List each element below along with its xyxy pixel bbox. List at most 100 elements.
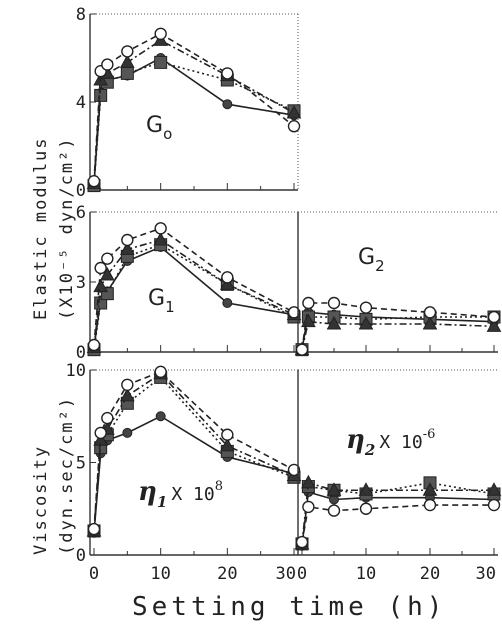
series-1 [87, 370, 301, 538]
point-open-circle [302, 500, 315, 514]
point-open-circle [487, 498, 501, 512]
point-triangle [119, 241, 135, 255]
point-open-circle [154, 27, 167, 40]
point-open-circle [359, 502, 373, 515]
panel-viscosity-eta2: 0 10 20 30 η2 X 10-6 [294, 369, 502, 584]
x-tick-label: 30 [476, 564, 496, 584]
x-tick-label: 10 [356, 564, 376, 584]
point-open-circle [101, 411, 114, 425]
point-filled-circle [155, 411, 166, 422]
point-triangle [301, 474, 316, 489]
x-tick-label: 30 [276, 564, 296, 584]
y-tick-label: 0 [76, 546, 86, 566]
ylabel-elastic-line1: Elastic modulus [31, 136, 51, 320]
series-line [301, 482, 495, 544]
panel-label: Go [146, 113, 172, 143]
point-open-circle [154, 222, 167, 235]
point-triangle [422, 315, 438, 330]
point-open-circle [221, 271, 234, 284]
point-open-circle [295, 343, 309, 356]
point-open-circle [94, 426, 107, 440]
point-open-circle [287, 119, 301, 133]
panel-label: G1 [148, 286, 175, 316]
y-tick-label: 8 [76, 5, 86, 25]
ylabel-viscosity-line2: (dyn.sec/cm²) [57, 396, 77, 555]
point-triangle [358, 315, 374, 330]
point-triangle [486, 482, 502, 496]
point-open-circle [287, 306, 301, 319]
point-triangle [99, 266, 115, 281]
panel-label: η1 X 108 [138, 477, 223, 511]
point-open-circle [121, 45, 134, 58]
point-open-circle [87, 522, 101, 536]
point-triangle [119, 387, 135, 402]
panel-label: η2 X 10-6 [346, 425, 435, 459]
y-tick-label: 5 [76, 454, 86, 474]
point-triangle [358, 482, 374, 496]
series-1 [87, 238, 301, 357]
point-triangle [301, 313, 316, 328]
series-2 [86, 231, 302, 353]
point-open-circle [487, 310, 501, 324]
point-triangle [422, 482, 438, 496]
y-tick-label: 0 [76, 343, 86, 363]
point-triangle [119, 54, 135, 68]
series-0 [89, 411, 299, 538]
point-open-circle [423, 306, 437, 319]
point-open-circle [154, 365, 167, 379]
panel-viscosity-eta1: 0 5 10 0 10 20 30 η1 X 108 [66, 361, 302, 584]
series-3 [295, 498, 501, 549]
point-triangle [486, 318, 502, 332]
point-open-circle [295, 535, 309, 549]
point-open-circle [327, 504, 341, 517]
panel-elastic-g2: G2 [294, 211, 502, 357]
point-open-circle [287, 463, 301, 477]
point-open-circle [359, 301, 373, 314]
point-filled-circle [222, 99, 233, 110]
series-line [301, 481, 494, 544]
ylabel-elastic-line2: (X10⁻⁵ dyn/cm²) [57, 136, 77, 320]
point-open-circle [221, 428, 234, 441]
y-tick-label: 6 [76, 203, 86, 223]
series-0 [297, 487, 499, 551]
point-open-circle [87, 338, 101, 352]
series-3 [87, 27, 301, 188]
x-tick-label: 10 [150, 564, 170, 584]
ylabel-viscosity-line1: Viscosity [31, 445, 51, 555]
panel-elastic-g1: 0 3 6 G1 [76, 203, 302, 363]
point-triangle [326, 315, 342, 330]
series-line [93, 227, 295, 346]
y-tick-label: 10 [66, 361, 86, 381]
point-triangle [219, 437, 235, 452]
point-triangle [286, 104, 302, 119]
point-triangle [153, 231, 169, 246]
x-tick-label: 20 [420, 564, 440, 584]
point-open-circle [327, 296, 341, 310]
y-tick-label: 0 [76, 181, 86, 201]
point-open-circle [101, 252, 114, 265]
series-3 [87, 222, 301, 352]
point-square [154, 55, 168, 69]
x-tick-label: 20 [217, 564, 237, 584]
point-open-circle [302, 296, 315, 310]
point-open-circle [221, 67, 234, 80]
x-axis-label: Setting time (h) [132, 592, 446, 622]
point-square [120, 66, 134, 80]
series-3 [295, 296, 501, 356]
y-tick-label: 3 [76, 273, 86, 293]
series-line [301, 316, 494, 350]
point-triangle [326, 482, 342, 496]
point-triangle [93, 278, 109, 293]
point-filled-circle [122, 427, 133, 438]
x-tick-label: 0 [89, 564, 99, 584]
series-2 [86, 365, 302, 537]
point-open-circle [87, 174, 101, 188]
point-open-circle [121, 233, 134, 247]
panel-elastic-g0: 0 4 8 Go [76, 5, 302, 201]
point-open-circle [423, 498, 437, 512]
point-filled-circle [222, 298, 233, 308]
series-line [301, 320, 495, 350]
x-tick-label: 0 [297, 564, 307, 584]
